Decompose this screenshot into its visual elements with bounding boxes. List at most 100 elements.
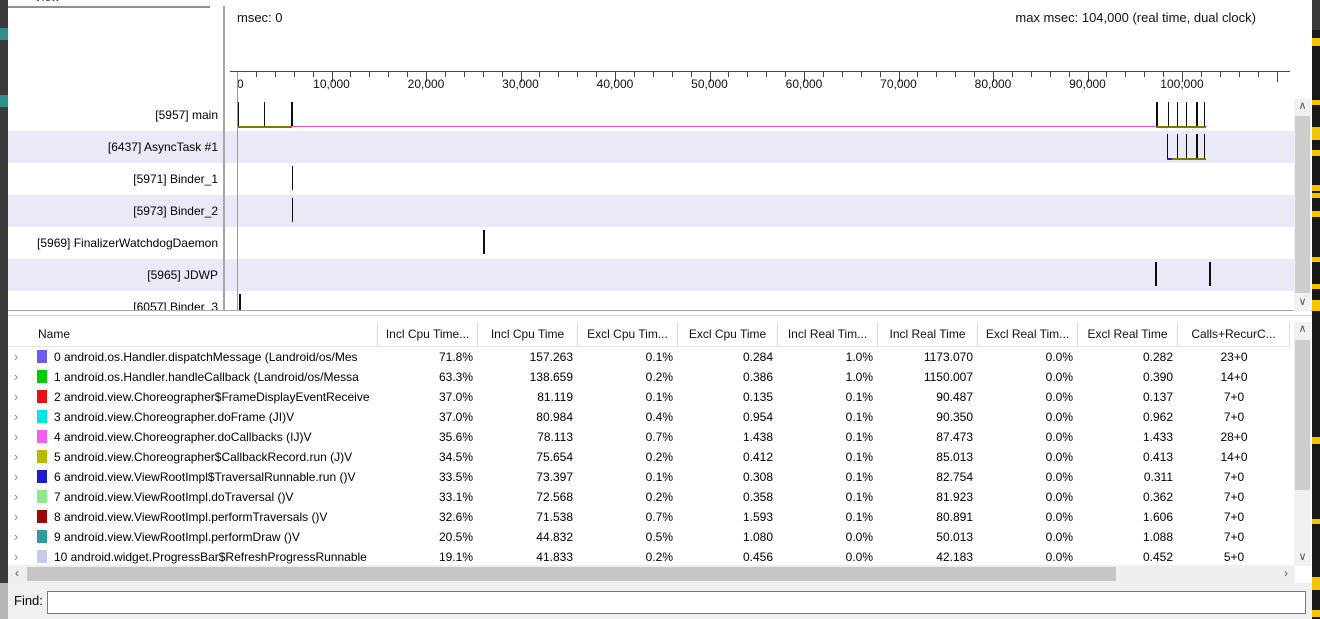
timeline-tick [239,294,241,311]
table-horizontal-scrollbar[interactable]: ‹ › [8,565,1295,583]
timeline-tick [292,198,293,222]
timeline-vertical-scrollbar[interactable]: ∧ ∨ [1294,99,1311,311]
method-name: 4 android.view.Choreographer.doCallbacks… [54,430,312,444]
ruler-tick [1049,72,1051,77]
timeline-tick [1209,262,1211,286]
table-row[interactable]: › 4 android.view.Choreographer.doCallback… [8,427,1290,447]
method-color-chip [37,450,47,463]
thread-row[interactable]: [6437] AsyncTask #1 [8,131,1295,163]
cell-value: 41.833 [536,550,573,564]
column-header-name[interactable]: Name [8,322,378,346]
ruler-tick [1011,72,1013,77]
overview-mark [1312,610,1320,617]
column-header-3[interactable]: Excl Cpu Tim... [578,322,678,346]
table-row[interactable]: › 1 android.os.Handler.handleCallback (La… [8,367,1290,387]
cell-value: 33.5% [438,470,473,484]
thread-row[interactable]: [5973] Binder_2 [8,195,1295,227]
expand-icon[interactable]: › [14,369,19,384]
method-name: 8 android.view.ViewRootImpl.performTrave… [54,510,328,524]
thread-row[interactable]: [6057] Binder_3 [8,291,1295,311]
ruler-label: 70,000 [880,77,917,91]
ruler-tick [350,72,352,77]
expand-icon[interactable]: › [14,449,19,464]
ruler-tick [1182,72,1183,82]
table-vertical-scrollbar[interactable]: ∧ ∨ [1294,322,1311,566]
scroll-left-icon[interactable]: ‹ [15,566,19,580]
column-header-5[interactable]: Incl Real Tim... [778,322,878,346]
table-row[interactable]: › 6 android.view.ViewRootImpl$TraversalRu… [8,467,1290,487]
hscroll-thumb[interactable] [27,567,1116,581]
thread-row[interactable]: [5969] FinalizerWatchdogDaemon [8,227,1295,259]
scroll-down-icon[interactable]: ∨ [1294,550,1311,566]
ruler-tick [482,72,484,77]
timeline-tick [291,102,293,126]
table-row[interactable]: › 7 android.view.ViewRootImpl.doTraversal… [8,487,1290,507]
scroll-down-icon[interactable]: ∨ [1294,295,1311,311]
method-color-chip [37,470,47,483]
thread-label: [6057] Binder_3 [133,300,218,311]
timeline-tick [1155,262,1157,286]
column-header-7[interactable]: Excl Real Tim... [978,322,1078,346]
overview-mark [1312,211,1320,217]
overview-mark [1312,257,1320,262]
thread-label: [6437] AsyncTask #1 [107,140,218,154]
cell-value: 44.832 [536,530,573,544]
scroll-right-icon[interactable]: › [1284,566,1288,580]
expand-icon[interactable]: › [14,409,19,424]
column-header-1[interactable]: Incl Cpu Time... [378,322,478,346]
table-row[interactable]: › 9 android.view.ViewRootImpl.performDraw… [8,527,1290,547]
table-row[interactable]: › 5 android.view.Choreographer$CallbackRe… [8,447,1290,467]
table-row[interactable]: › 10 android.widget.ProgressBar$RefreshPr… [8,547,1290,565]
column-header-6[interactable]: Incl Real Time [878,322,978,346]
cell-value: 0.452 [1142,550,1173,564]
table-body[interactable]: › 0 android.os.Handler.dispatchMessage (L… [8,347,1290,565]
thread-row[interactable]: [5957] main [8,99,1295,131]
expand-icon[interactable]: › [14,509,19,524]
column-header-9[interactable]: Calls+RecurC... [1178,322,1290,346]
cell-value: 0.413 [1142,450,1173,464]
cell-value: 0.7% [645,430,673,444]
ruler-tick [426,72,427,82]
table-header[interactable]: Name Incl Cpu Time... Incl Cpu Time Excl Cp… [8,322,1290,347]
method-name: 1 android.os.Handler.handleCallback (Lan… [54,370,359,384]
expand-icon[interactable]: › [14,529,19,544]
column-header-2[interactable]: Incl Cpu Time [478,322,578,346]
column-header-8[interactable]: Excl Real Time [1078,322,1178,346]
table-row[interactable]: › 3 android.view.Choreographer.doFrame (J… [8,407,1290,427]
column-header-4[interactable]: Excl Cpu Time [678,322,778,346]
ruler-label: 100,000 [1160,77,1204,91]
expand-icon[interactable]: › [14,489,19,504]
scroll-up-icon[interactable]: ∧ [1294,99,1311,115]
table-row[interactable]: › 8 android.view.ViewRootImpl.performTrav… [8,507,1290,527]
expand-icon[interactable]: › [14,429,19,444]
expand-icon[interactable]: › [14,549,19,564]
cell-value: 80.984 [536,410,573,424]
timeline-rows[interactable]: [5957] main [6437] AsyncTask #1 [5971] Bin… [8,99,1295,311]
find-input[interactable] [47,591,1306,614]
scroll-up-icon[interactable]: ∧ [1294,322,1311,338]
ruler-tick [1106,72,1108,77]
thread-row[interactable]: [5965] JDWP [8,259,1295,291]
timeline-scroll-thumb[interactable] [1295,116,1310,293]
cell-value: 1.438 [742,430,773,444]
expand-icon[interactable]: › [14,469,19,484]
cell-value: 0.390 [1142,370,1173,384]
ruler-tick [785,72,787,77]
expand-icon[interactable]: › [14,349,19,364]
table-row[interactable]: › 0 android.os.Handler.dispatchMessage (L… [8,347,1290,367]
table-scroll-thumb[interactable] [1295,340,1310,490]
cell-value: 0.2% [645,370,673,384]
method-color-chip [37,530,47,543]
method-color-chip [37,350,47,363]
cell-value: 0.0% [1045,390,1073,404]
table-row[interactable]: › 2 android.view.Choreographer$FrameDispl… [8,387,1290,407]
cell-value: 14+0 [1220,450,1248,464]
cell-value: 0.1% [845,490,873,504]
method-color-chip [37,510,47,523]
expand-icon[interactable]: › [14,389,19,404]
cell-value: 42.183 [936,550,973,564]
ruler-tick [463,72,465,77]
method-name: 9 android.view.ViewRootImpl.performDraw … [54,530,300,544]
thread-row[interactable]: [5971] Binder_1 [8,163,1295,195]
view-tab[interactable]: View [8,0,210,8]
